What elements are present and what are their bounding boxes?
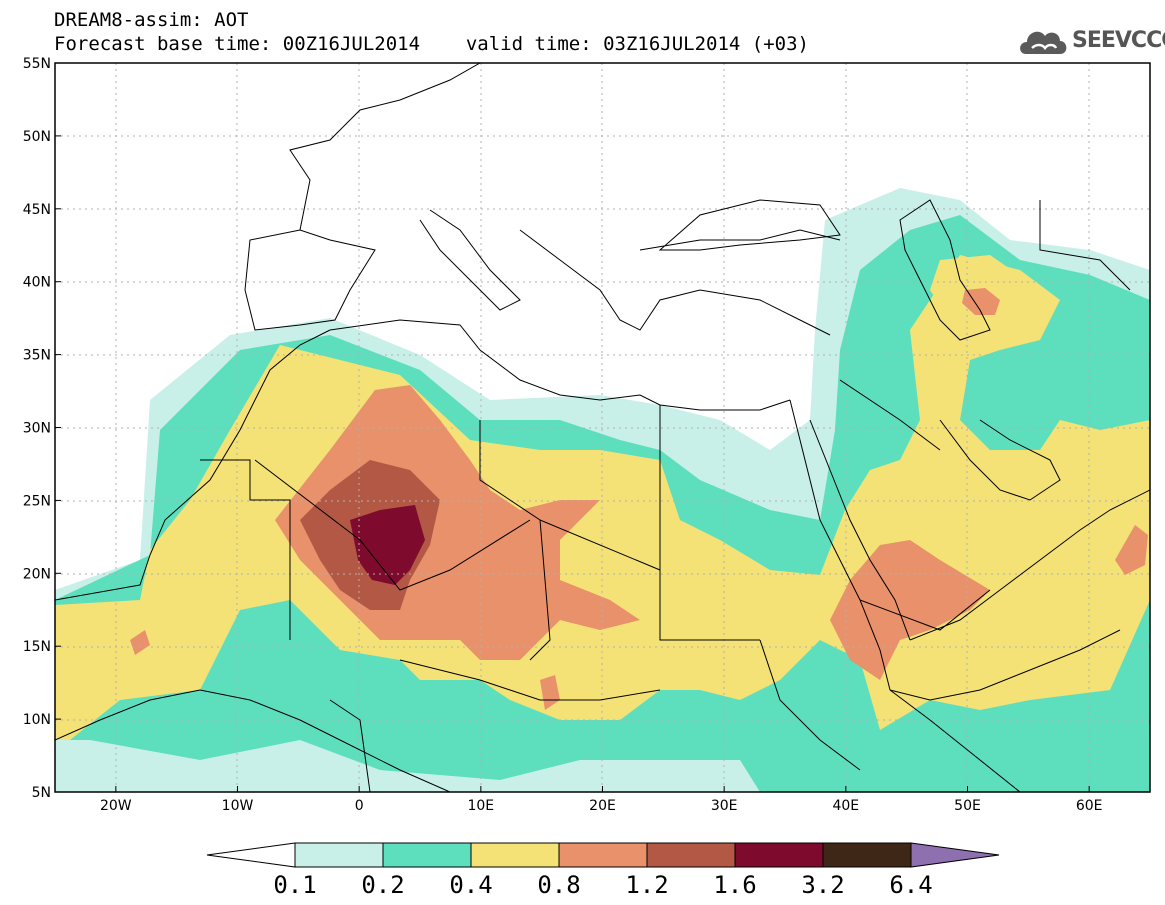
graticule <box>55 63 1150 792</box>
lat-tick-label: 30N <box>23 421 51 437</box>
colorbar-level-label: 1.2 <box>625 871 668 899</box>
latitude-ticks: 55N 50N 45N 40N 35N 30N 25N 20N 15N 10N 5N <box>23 56 61 801</box>
cloud-logo-icon <box>1020 31 1067 54</box>
colorbar-level-label: 0.8 <box>537 871 580 899</box>
lat-tick-label: 40N <box>23 275 51 291</box>
colorbar-swatch <box>294 842 384 868</box>
colorbar-swatch <box>822 842 912 868</box>
colorbar-level-label: 3.2 <box>801 871 844 899</box>
lat-tick-label: 15N <box>23 639 51 655</box>
colorbar-swatch <box>734 842 824 868</box>
logo-text: SEEVCCC <box>1072 28 1165 53</box>
lon-tick-label: 30E <box>711 798 738 814</box>
lat-tick-label: 10N <box>23 712 51 728</box>
colorbar-level-label: 1.6 <box>713 871 756 899</box>
lat-tick-label: 35N <box>23 348 51 364</box>
lat-tick-label: 45N <box>23 202 51 218</box>
base-time-label: Forecast base time: 00Z16JUL2014 <box>54 33 421 55</box>
lon-tick-label: 40E <box>832 798 859 814</box>
lon-tick-label: 0 <box>355 798 364 814</box>
seevccc-logo: SEEVCCC <box>1018 24 1165 58</box>
lat-tick-label: 5N <box>32 785 51 801</box>
colorbar: 0.1 0.2 0.4 0.8 1.2 1.6 3.2 6.4 <box>206 842 1000 899</box>
chart-title: DREAM8-assim: AOT <box>54 9 249 31</box>
time-info: Forecast base time: 00Z16JUL2014 valid t… <box>54 33 809 55</box>
lon-tick-label: 60E <box>1076 798 1103 814</box>
lat-tick-label: 55N <box>23 56 51 72</box>
lat-tick-label: 25N <box>23 493 51 509</box>
colorbar-level-label: 6.4 <box>889 871 932 899</box>
colorbar-level-label: 0.4 <box>449 871 492 899</box>
lon-tick-label: 50E <box>954 798 981 814</box>
lon-tick-label: 10W <box>222 798 254 814</box>
colorbar-swatch <box>646 842 736 868</box>
colorbar-swatch <box>470 842 560 868</box>
colorbar-max-arrow <box>910 842 1000 868</box>
longitude-ticks: 20W 10W 0 10E 20E 30E 40E 50E 60E <box>100 786 1103 814</box>
colorbar-min-arrow <box>206 842 296 868</box>
colorbar-swatch <box>382 842 472 868</box>
aot-contour-1.6 <box>350 505 425 585</box>
aot-field <box>55 63 1150 792</box>
lat-tick-label: 50N <box>23 129 51 145</box>
lon-tick-label: 20E <box>589 798 616 814</box>
coastlines <box>55 63 1150 792</box>
lon-tick-label: 10E <box>467 798 494 814</box>
lon-tick-label: 20W <box>100 798 132 814</box>
colorbar-level-label: 0.2 <box>361 871 404 899</box>
lat-tick-label: 20N <box>23 566 51 582</box>
colorbar-swatch <box>558 842 648 868</box>
colorbar-level-label: 0.1 <box>273 871 316 899</box>
valid-time-label: valid time: 03Z16JUL2014 (+03) <box>465 33 809 55</box>
